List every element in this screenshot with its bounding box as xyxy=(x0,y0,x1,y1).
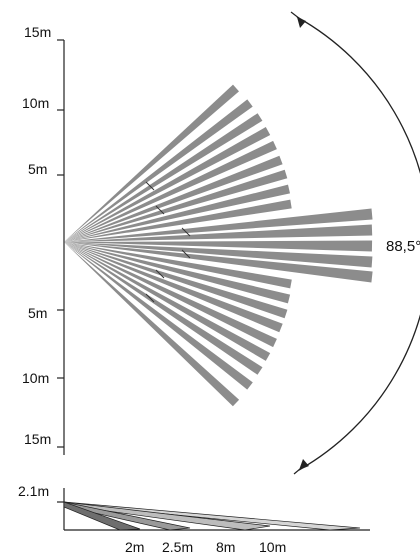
beam-lower-5 xyxy=(64,242,271,361)
beam-lower-6 xyxy=(64,242,263,375)
beam-upper-6 xyxy=(64,169,288,242)
inner-zone-marker-3 xyxy=(181,249,191,259)
beam-lower-2 xyxy=(64,242,288,319)
beam-upper-8 xyxy=(64,199,292,242)
beam-upper-2 xyxy=(64,113,263,242)
side-label-2m: 2m xyxy=(125,539,144,555)
beam-lower-1 xyxy=(64,242,291,304)
inner-zone-marker-1 xyxy=(155,205,165,215)
beam-center-2 xyxy=(64,240,373,252)
side-zone-2m xyxy=(63,501,141,531)
arc-tick-top xyxy=(290,11,305,23)
beam-upper-5 xyxy=(64,155,283,242)
beam-upper-3 xyxy=(64,127,271,242)
angle-label-background xyxy=(385,235,420,255)
top-label-10m-lower: 10m xyxy=(22,370,49,386)
beam-center-3 xyxy=(64,242,373,268)
beam-lower-4 xyxy=(64,242,277,348)
beam-upper-0 xyxy=(64,84,239,242)
top-label-5m-lower: 5m xyxy=(28,305,47,321)
beam-upper-4 xyxy=(64,140,277,242)
beam-center-1 xyxy=(64,224,373,242)
top-label-5m-upper: 5m xyxy=(28,161,47,177)
detection-beams xyxy=(64,84,373,407)
beam-center-0 xyxy=(64,208,373,242)
side-view: 2.1m 2m 2.5m 8m 10m xyxy=(18,483,370,555)
beam-lower-7 xyxy=(64,242,253,390)
top-label-15m-lower: 15m xyxy=(24,431,51,447)
side-label-8m: 8m xyxy=(216,539,235,555)
inner-zone-marker-4 xyxy=(155,269,165,279)
top-view: 15m 10m 5m 5m 10m 15m 88,5° xyxy=(22,11,420,475)
beam-lower-0 xyxy=(64,242,292,289)
coverage-angle-label: 88,5° xyxy=(386,238,420,255)
beam-lower-8 xyxy=(64,242,240,407)
beam-center-4 xyxy=(64,242,373,283)
inner-zone-marker-0 xyxy=(145,181,155,191)
coverage-angle-arc xyxy=(296,16,420,471)
beam-upper-1 xyxy=(64,99,253,243)
side-height-label: 2.1m xyxy=(18,483,49,499)
inner-zone-marker-2 xyxy=(181,227,191,237)
beam-upper-7 xyxy=(64,184,290,242)
axis-ticks xyxy=(57,39,64,448)
side-label-2-5m: 2.5m xyxy=(162,539,193,555)
top-label-10m-upper: 10m xyxy=(22,95,49,111)
arc-tick-bottom xyxy=(293,463,307,475)
beam-lower-3 xyxy=(64,242,283,333)
arc-arrow-top xyxy=(297,17,306,28)
top-label-15m-upper: 15m xyxy=(24,24,51,40)
inner-zone-marker-5 xyxy=(145,293,155,303)
side-label-10m: 10m xyxy=(259,539,286,555)
